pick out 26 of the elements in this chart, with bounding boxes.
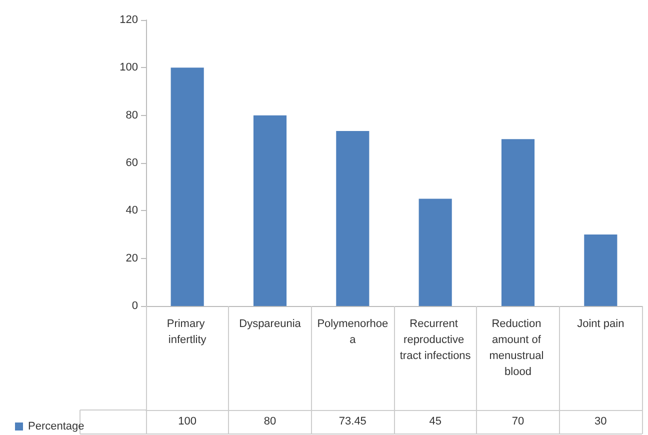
bar bbox=[253, 115, 287, 306]
bar bbox=[501, 139, 535, 306]
bar bbox=[336, 130, 370, 306]
y-tick-label: 20 bbox=[126, 252, 138, 264]
y-tick-label: 60 bbox=[126, 157, 138, 169]
bar bbox=[584, 234, 618, 306]
data-label: 80 bbox=[264, 416, 276, 428]
data-label: 73.45 bbox=[338, 416, 366, 428]
legend-label: Percentage bbox=[28, 420, 84, 432]
bar bbox=[418, 198, 452, 306]
data-label: 100 bbox=[178, 416, 197, 428]
data-label: 45 bbox=[429, 416, 442, 428]
bar bbox=[170, 68, 204, 306]
y-tick-label: 100 bbox=[120, 62, 138, 74]
x-tick-label: Recurrent reproductive tract infections bbox=[400, 318, 472, 362]
x-tick-label: Joint pain bbox=[577, 318, 624, 330]
y-tick-label: 0 bbox=[132, 300, 138, 312]
x-tick-label: Dyspareunia bbox=[239, 318, 302, 330]
y-tick-label: 120 bbox=[120, 14, 138, 26]
y-tick-label: 80 bbox=[126, 109, 138, 122]
x-tick-label: Polymenorhoea bbox=[317, 318, 388, 346]
data-label: 30 bbox=[594, 416, 607, 428]
data-label: 70 bbox=[512, 416, 524, 428]
y-tick-label: 40 bbox=[126, 204, 138, 217]
x-tick-label: Reduction amount of menustrual blood bbox=[489, 318, 547, 378]
x-tick-label: Primary infertlity bbox=[166, 318, 208, 346]
